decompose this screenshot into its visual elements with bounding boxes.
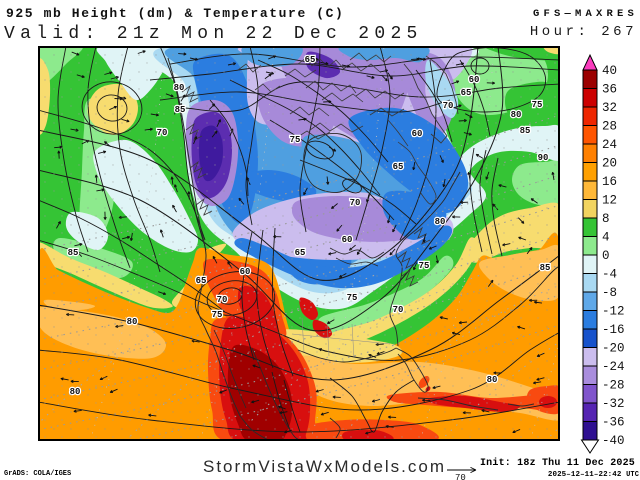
- svg-text:-12: -12: [602, 305, 625, 319]
- svg-text:40: 40: [602, 64, 617, 78]
- svg-text:20: 20: [602, 157, 617, 171]
- svg-text:-28: -28: [602, 379, 625, 393]
- svg-text:-36: -36: [602, 416, 625, 430]
- svg-text:-32: -32: [602, 397, 625, 411]
- svg-text:36: 36: [602, 83, 617, 97]
- svg-text:24: 24: [602, 138, 617, 152]
- svg-text:16: 16: [602, 175, 617, 189]
- svg-text:-8: -8: [602, 286, 617, 300]
- svg-text:32: 32: [602, 101, 617, 115]
- svg-text:-4: -4: [602, 268, 617, 282]
- svg-text:-20: -20: [602, 342, 625, 356]
- svg-text:-16: -16: [602, 323, 625, 337]
- svg-text:4: 4: [602, 231, 610, 245]
- svg-text:-24: -24: [602, 360, 625, 374]
- svg-text:70: 70: [455, 473, 466, 480]
- svg-text:12: 12: [602, 194, 617, 208]
- svg-text:28: 28: [602, 120, 617, 134]
- svg-text:8: 8: [602, 212, 610, 226]
- svg-text:-40: -40: [602, 434, 625, 448]
- svg-text:0: 0: [602, 249, 610, 263]
